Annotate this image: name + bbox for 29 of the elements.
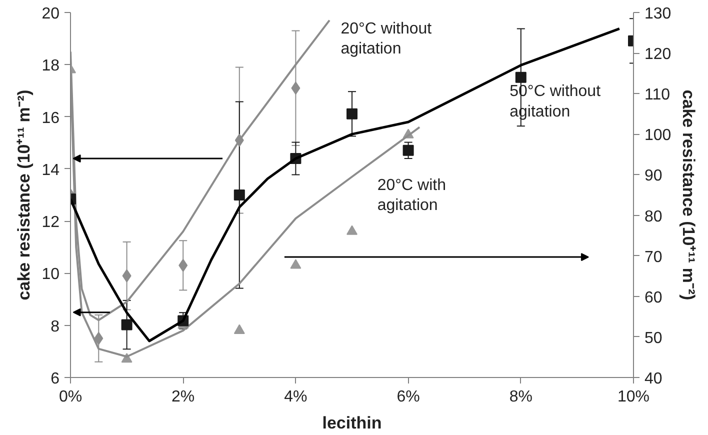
x-tick-label: 4% bbox=[284, 388, 308, 406]
y2-axis-title: cake resistance (10⁺¹¹ m⁻²) bbox=[679, 90, 698, 300]
x-tick-label: 2% bbox=[172, 388, 195, 406]
y2-tick-label: 80 bbox=[644, 208, 662, 226]
y2-tick-label: 130 bbox=[644, 6, 672, 22]
y-tick-label: 12 bbox=[42, 214, 60, 232]
x-tick-label: 10% bbox=[617, 388, 650, 406]
y-tick-label: 14 bbox=[42, 162, 60, 179]
y2-tick-label: 70 bbox=[644, 248, 662, 266]
y2-tick-label: 110 bbox=[644, 86, 670, 104]
y2-tick-label: 120 bbox=[644, 46, 672, 64]
y-tick-label: 8 bbox=[50, 318, 60, 336]
y2-tick-label: 50 bbox=[644, 330, 662, 347]
y2-tick-label: 90 bbox=[644, 168, 662, 185]
y2-tick-label: 100 bbox=[644, 127, 672, 144]
y-tick-label: 10 bbox=[42, 266, 60, 284]
x-tick-label: 0% bbox=[58, 388, 82, 406]
y-tick-label: 16 bbox=[42, 110, 60, 127]
x-tick-label: 8% bbox=[509, 388, 532, 406]
y-axis-title: cake resistance (10⁺¹¹ m⁻²) bbox=[14, 90, 34, 300]
y2-tick-label: 60 bbox=[644, 289, 662, 306]
y-tick-label: 20 bbox=[42, 6, 60, 22]
x-tick-label: 6% bbox=[396, 388, 420, 406]
series-label: 20°C without agitation bbox=[340, 20, 432, 58]
series-label: 20°C with agitation bbox=[377, 176, 446, 214]
y-tick-label: 18 bbox=[42, 58, 60, 75]
y-tick-label: 6 bbox=[50, 370, 60, 388]
x-axis-title: lecithin bbox=[322, 414, 382, 432]
y2-tick-label: 40 bbox=[644, 370, 662, 388]
